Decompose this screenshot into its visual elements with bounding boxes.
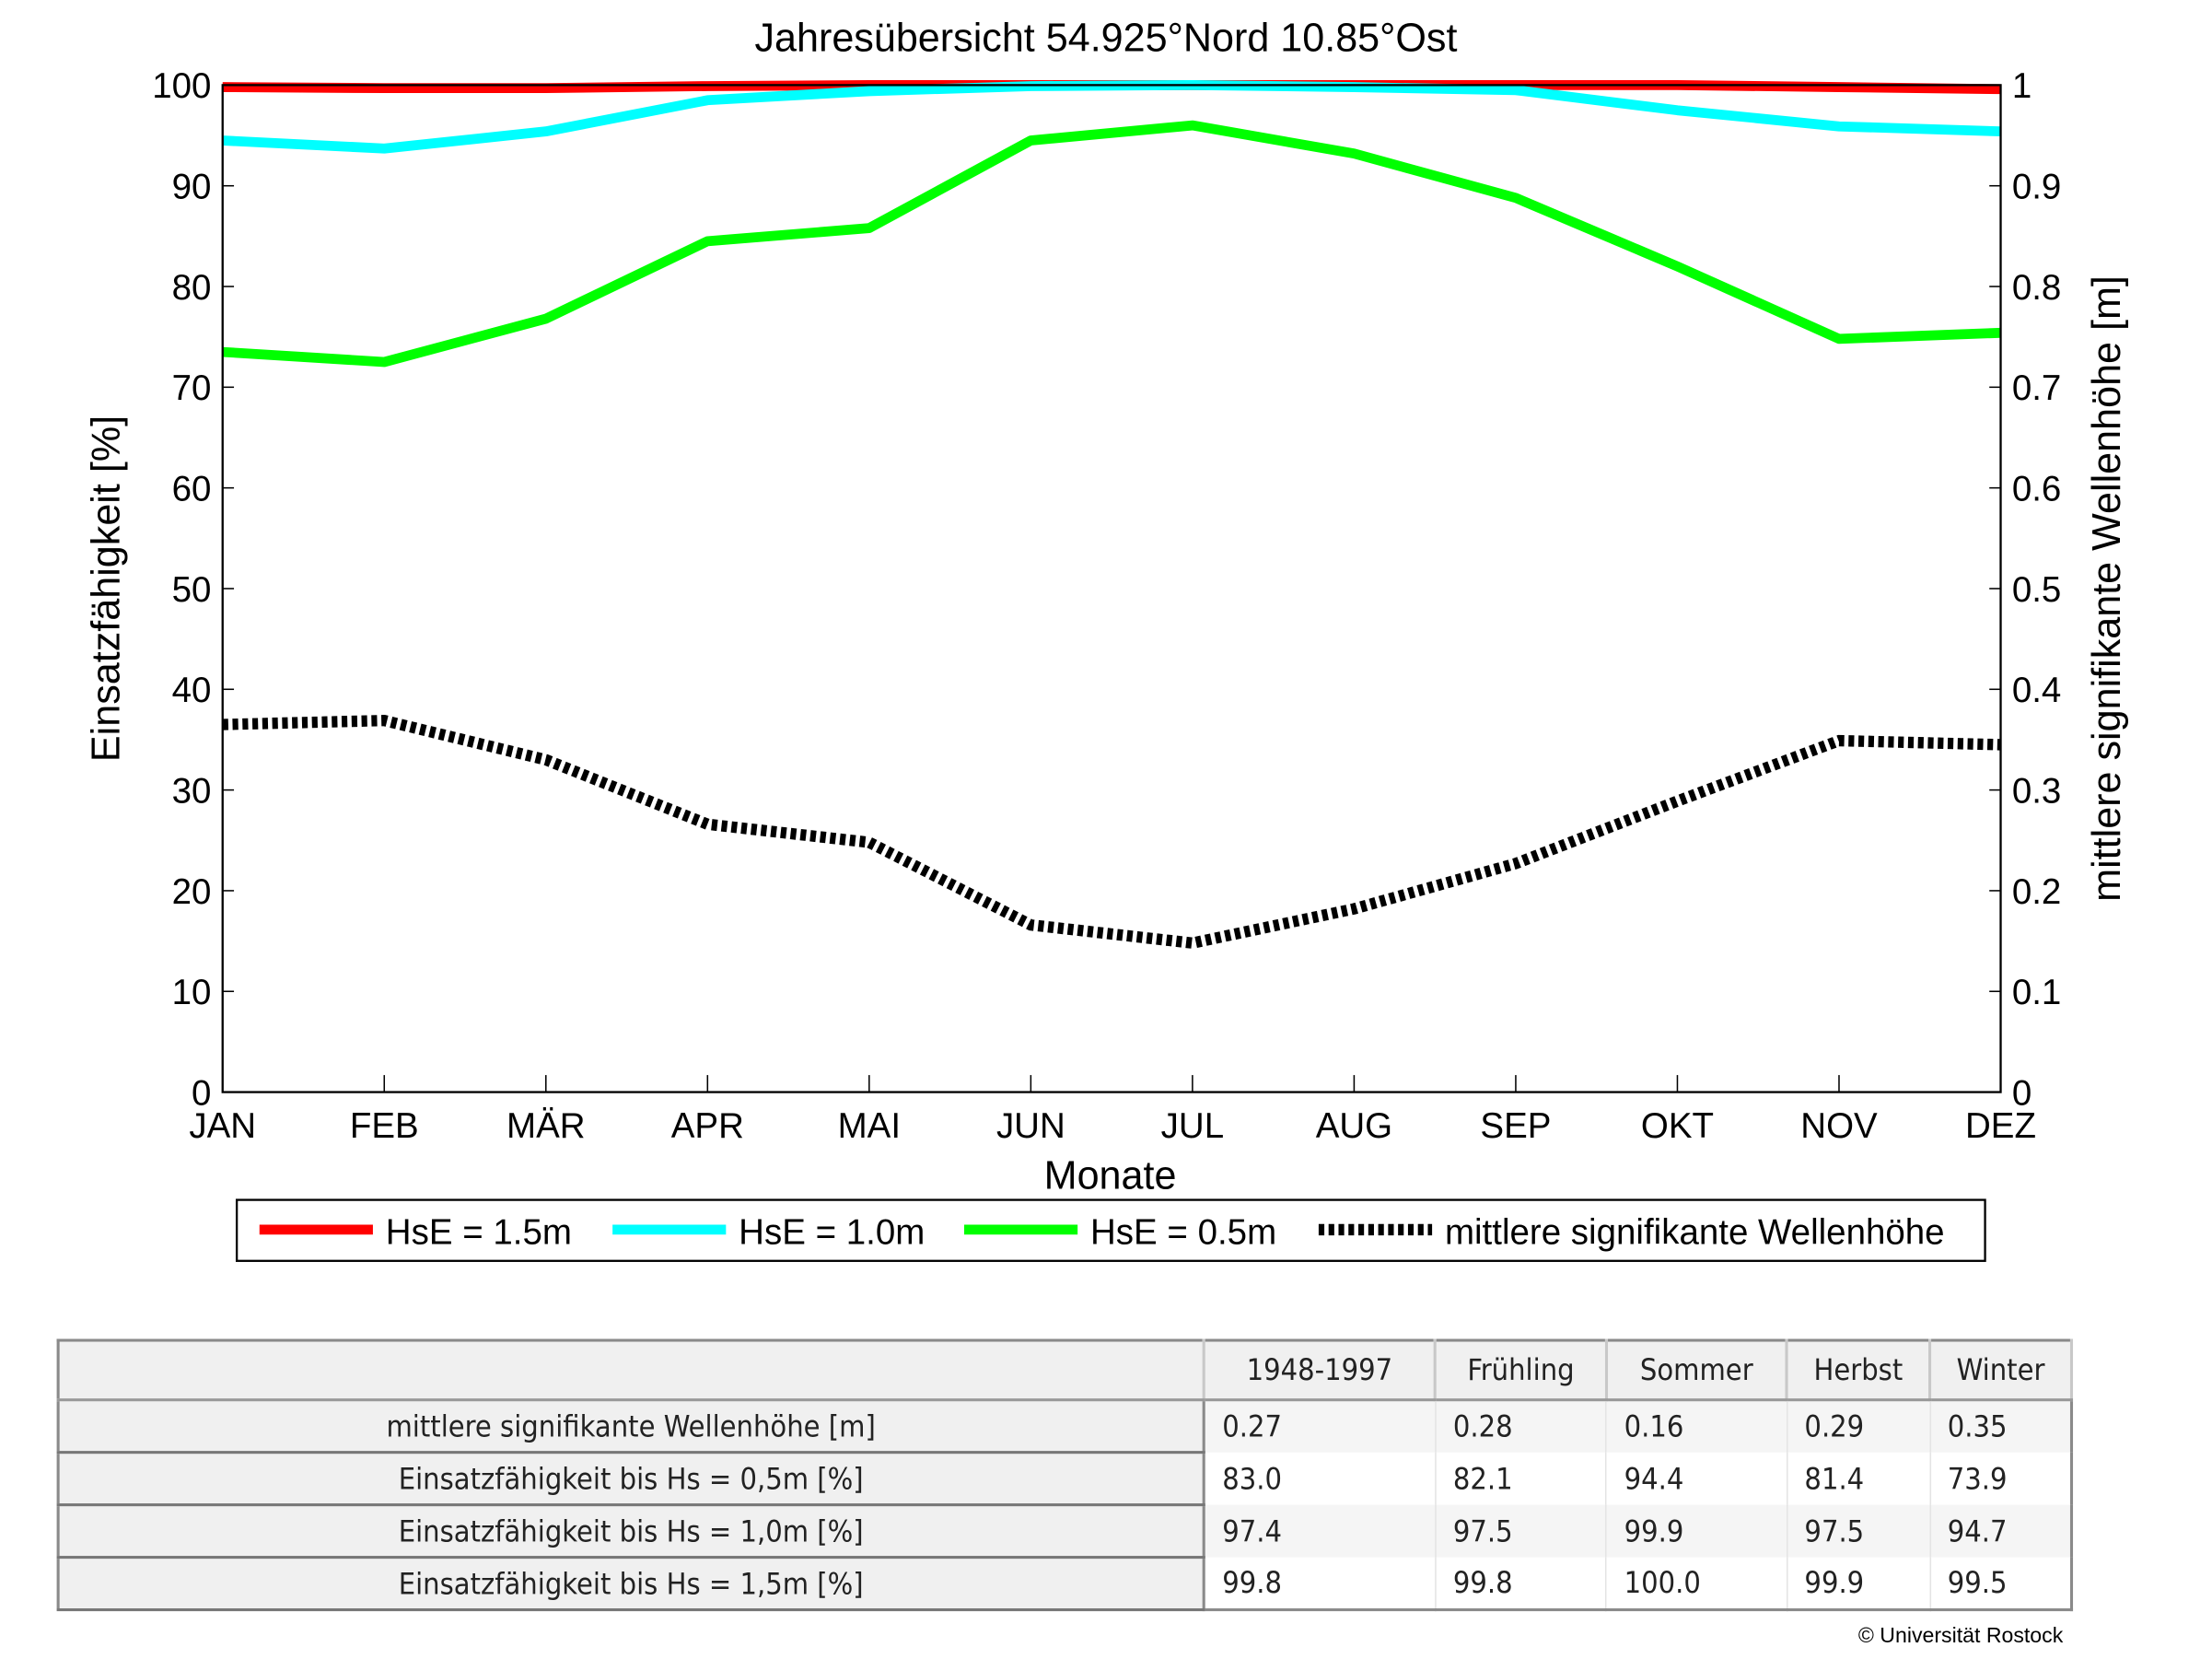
y-tick-label: 10 — [172, 973, 212, 1012]
x-tick-label: DEZ — [1965, 1106, 2036, 1146]
x-tick-label: OKT — [1641, 1106, 1714, 1146]
table-header-row: 1948-1997 Frühling Sommer Herbst Winter — [58, 1340, 2074, 1402]
y-tick-label-right: 1 — [2012, 66, 2032, 106]
y-tick-label: 100 — [152, 66, 211, 106]
wave-chart: Jahresübersicht 54.925°Nord 10.85°Ost 0 0 1… — [84, 16, 2129, 1262]
y-tick-label: 30 — [172, 771, 212, 811]
y-tick-label-right: 0 — [2012, 1073, 2032, 1113]
chart-title: Jahresübersicht 54.925°Nord 10.85°Ost — [754, 16, 1457, 60]
x-tick-label: JUL — [1161, 1106, 1224, 1146]
x-axis-label: Monate — [1044, 1153, 1177, 1198]
table-header: 1948-1997 — [1204, 1340, 1438, 1402]
table-cell: 99.9 — [1787, 1557, 1931, 1610]
y-tick-label: 70 — [172, 368, 212, 408]
y-tick-label: 0 — [192, 1073, 211, 1113]
table-header: Winter — [1929, 1340, 2074, 1402]
y-tick-label-right: 0.7 — [2012, 368, 2062, 408]
x-tick-label: JUN — [996, 1106, 1065, 1146]
series-line-3 — [222, 715, 2001, 950]
y-tick-label: 50 — [172, 570, 212, 610]
table-cell: 81.4 — [1787, 1452, 1931, 1505]
series-line-1 — [222, 79, 2001, 154]
y-tick-label: 40 — [172, 671, 212, 710]
y-tick-label-right: 0.2 — [2012, 872, 2062, 912]
table-cell: 0.16 — [1606, 1399, 1787, 1453]
row-label: Einsatzfähigkeit bis Hs = 1,0m [%] — [58, 1504, 1205, 1560]
table-cell: 99.8 — [1435, 1557, 1608, 1610]
y-tick-label-right: 0.1 — [2012, 973, 2062, 1012]
legend-box — [235, 1198, 1986, 1262]
row-label: Einsatzfähigkeit bis Hs = 0,5m [%] — [58, 1452, 1205, 1507]
table-cell: 83.0 — [1204, 1452, 1437, 1505]
table-cell: 0.28 — [1435, 1399, 1608, 1453]
table-row: Einsatzfähigkeit bis Hs = 0,5m [%] 83.0 82… — [58, 1452, 2073, 1507]
y-tick-label-right: 0.3 — [2012, 771, 2062, 811]
y-tick-label: 20 — [172, 872, 212, 912]
y-tick-label-right: 0.5 — [2012, 570, 2062, 610]
table-cell: 82.1 — [1435, 1452, 1608, 1505]
y-tick-label: 60 — [172, 470, 212, 509]
table-header-empty — [58, 1340, 1205, 1402]
row-label: Einsatzfähigkeit bis Hs = 1,5m [%] — [58, 1557, 1205, 1612]
legend-label: HsE = 1.5m — [386, 1212, 572, 1252]
table-row: mittlere signifikante Wellenhöhe [m] 0.27… — [58, 1399, 2073, 1455]
table-cell: 99.9 — [1606, 1504, 1787, 1558]
y-axis-label: Einsatzfähigkeit [%] — [84, 415, 128, 762]
table-cell: 94.7 — [1929, 1504, 2073, 1558]
table-cell: 97.5 — [1435, 1504, 1608, 1558]
x-tick-label: MÄR — [506, 1106, 586, 1146]
table-cell: 99.8 — [1204, 1557, 1437, 1610]
table-header: Frühling — [1435, 1340, 1608, 1402]
x-tick-label: FEB — [350, 1106, 419, 1146]
y-tick-label: 90 — [172, 168, 212, 207]
legend-label: HsE = 1.0m — [739, 1212, 925, 1252]
x-tick-label: JAN — [189, 1106, 256, 1146]
y-tick-label: 80 — [172, 268, 212, 308]
copyright: © Universität Rostock — [1857, 1623, 2064, 1649]
row-label: mittlere signifikante Wellenhöhe [m] — [58, 1399, 1205, 1455]
statistics-table: 1948-1997 Frühling Sommer Herbst Winter mitt… — [56, 1338, 2074, 1612]
table-cell: 0.35 — [1929, 1399, 2073, 1453]
table-row: Einsatzfähigkeit bis Hs = 1,0m [%] 97.4 97… — [58, 1504, 2073, 1560]
x-tick-label: AUG — [1316, 1106, 1392, 1146]
legend-label: mittlere signifikante Wellenhöhe — [1445, 1212, 1945, 1252]
table-cell: 99.5 — [1929, 1557, 2073, 1610]
legend-label: HsE = 0.5m — [1090, 1212, 1276, 1252]
x-tick-label: APR — [671, 1106, 744, 1146]
table-cell: 94.4 — [1606, 1452, 1787, 1505]
table-header: Sommer — [1606, 1340, 1788, 1402]
y-axis-label-right: mittlere signifikante Wellenhöhe [m] — [2085, 275, 2129, 902]
y-tick-label-right: 0.6 — [2012, 470, 2062, 509]
series-line-2 — [222, 120, 2001, 368]
x-tick-label: SEP — [1480, 1106, 1551, 1146]
x-tick-label: NOV — [1800, 1106, 1878, 1146]
y-tick-label-right: 0.8 — [2012, 268, 2062, 308]
table-header: Herbst — [1787, 1340, 1932, 1402]
table-row: Einsatzfähigkeit bis Hs = 1,5m [%] 99.8 99… — [58, 1557, 2073, 1612]
table-cell: 0.27 — [1204, 1399, 1437, 1453]
table-cell: 97.5 — [1787, 1504, 1931, 1558]
table-cell: 0.29 — [1787, 1399, 1931, 1453]
x-tick-label: MAI — [838, 1106, 901, 1146]
y-tick-label-right: 0.9 — [2012, 168, 2062, 207]
plot-frame — [221, 84, 2002, 1093]
table-cell: 97.4 — [1204, 1504, 1437, 1558]
y-tick-label-right: 0.4 — [2012, 671, 2062, 710]
table-cell: 100.0 — [1606, 1557, 1787, 1610]
table-cell: 73.9 — [1929, 1452, 2073, 1505]
